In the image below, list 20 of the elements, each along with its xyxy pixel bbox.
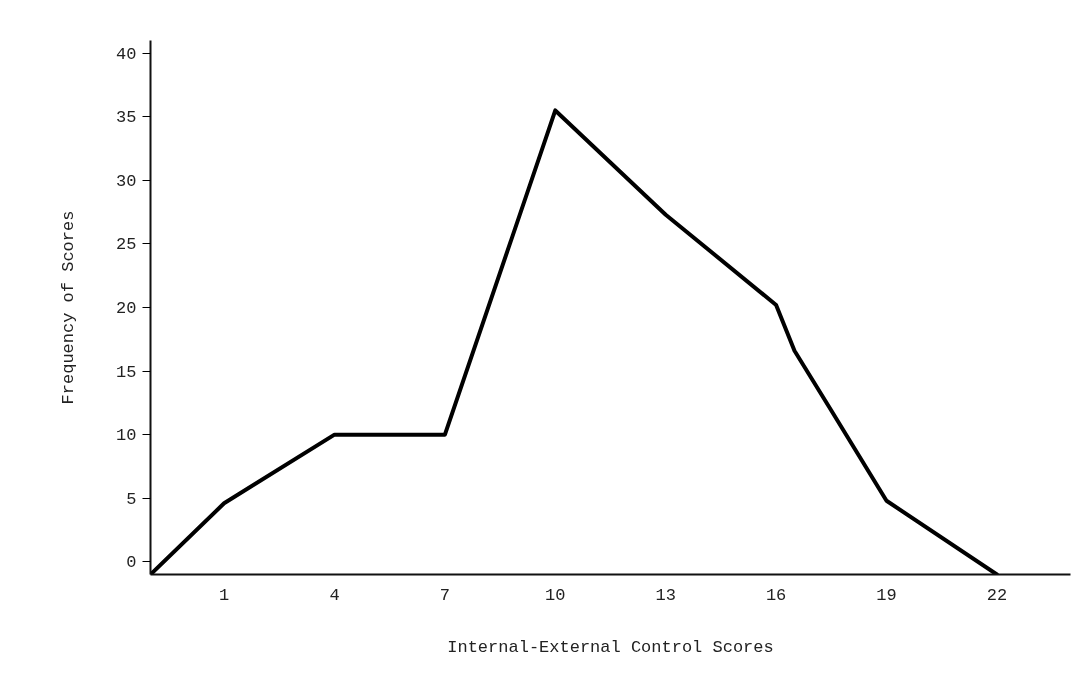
- line-series: [150, 108, 999, 575]
- x-axis-title: Internal-External Control Scores: [447, 637, 774, 657]
- y-tick-label: 5: [126, 489, 137, 509]
- x-tick-label: 16: [765, 585, 787, 605]
- y-tick-label: 15: [116, 362, 137, 382]
- x-tick-label: 10: [545, 585, 566, 605]
- x-tick-label: 13: [655, 585, 676, 605]
- y-tick-label: 10: [116, 426, 137, 446]
- y-tick-label: 20: [116, 299, 137, 318]
- y-tick-label: 40: [116, 44, 137, 64]
- x-tick-label: 7: [439, 585, 450, 605]
- y-tick-label: 30: [116, 171, 137, 191]
- y-tick-label: 25: [116, 235, 137, 255]
- x-tick-label: 22: [986, 585, 1008, 605]
- x-tick-label: 19: [876, 585, 897, 605]
- y-tick-label: 35: [116, 108, 137, 128]
- x-tick-label: 4: [329, 585, 340, 605]
- y-tick-label: 0: [126, 553, 137, 573]
- x-tick-label: 1: [219, 585, 230, 605]
- y-axis-title: Frequency of Scores: [59, 210, 79, 405]
